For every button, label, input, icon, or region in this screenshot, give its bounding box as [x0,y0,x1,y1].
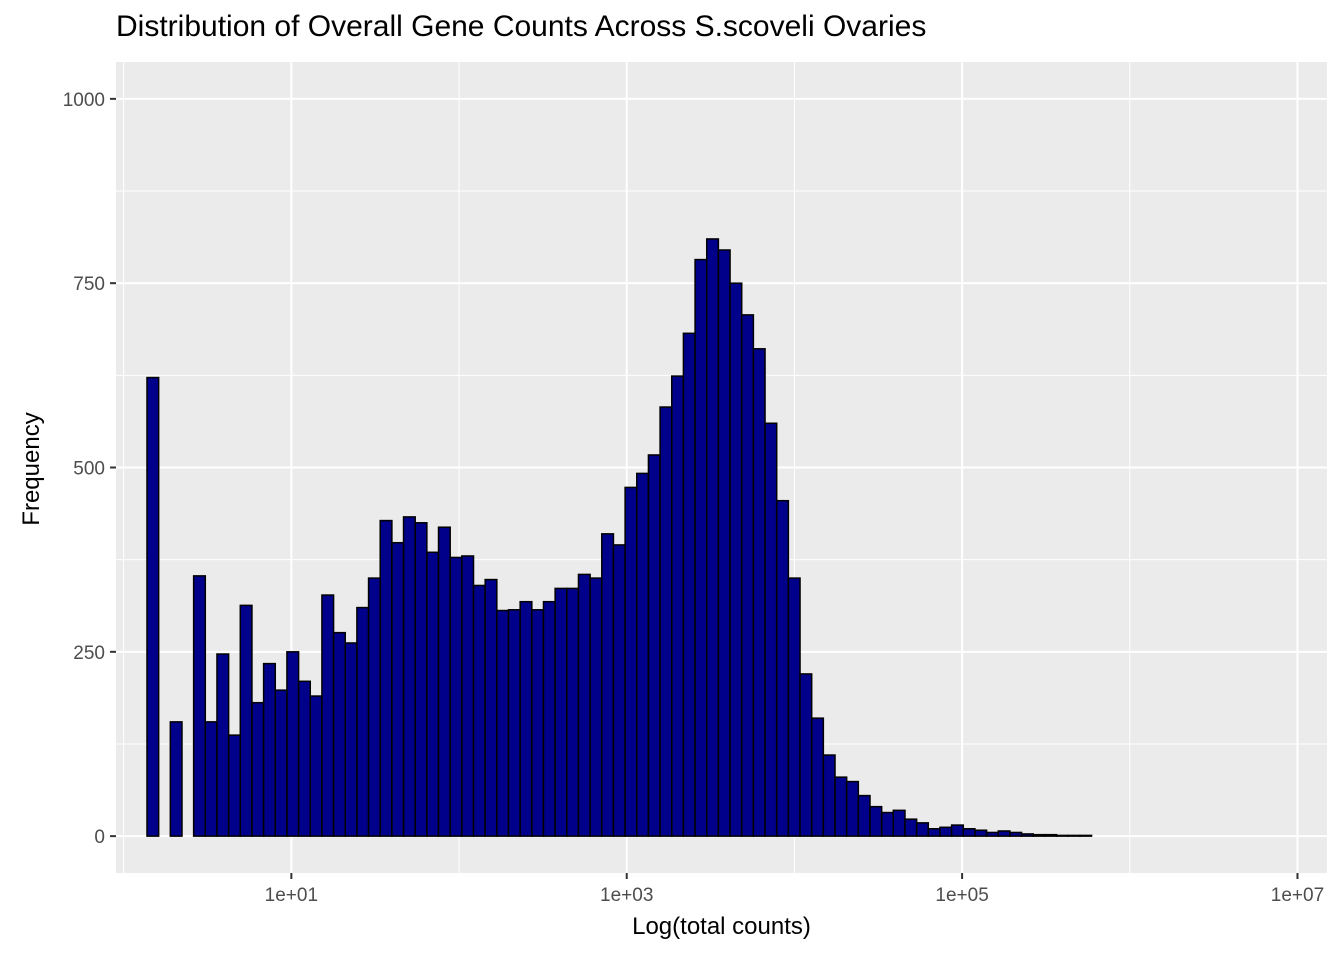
histogram-bar [356,606,370,837]
histogram-bar [775,499,790,837]
histogram-bar [764,422,778,837]
histogram-bar [705,238,720,837]
histogram-bar [484,578,498,837]
histogram-bar [845,780,860,837]
histogram-bar [927,828,941,837]
histogram-bar [437,526,451,837]
histogram-bar [810,717,825,837]
histogram-bar [344,642,358,837]
histogram-bar [449,556,463,837]
histogram-bar [939,826,953,837]
histogram-bar [472,584,486,837]
histogram-bar [752,348,766,837]
histogram-bar [531,609,545,837]
histogram-bar [251,701,265,837]
y-tick-label: 1000 [63,90,105,111]
histogram-bar [904,818,918,837]
histogram-bar [659,406,673,837]
histogram-bar [542,600,556,837]
histogram-bar [1032,833,1046,837]
histogram-bar [647,454,661,837]
histogram-bar [227,734,242,837]
histogram-bar [694,258,708,837]
x-tick-label: 1e+05 [935,885,988,906]
histogram-bar [869,805,883,837]
histogram-bar [799,673,813,837]
x-tick-label: 1e+07 [1271,885,1324,906]
histogram-bar [297,680,312,837]
histogram-bar [146,376,160,837]
histogram-bar [367,577,381,837]
histogram-bar [974,829,988,837]
histogram-bar [286,651,300,837]
histogram-bar [717,249,731,837]
histogram-bar [379,519,393,837]
histogram-bar [1055,834,1069,837]
axis-ticks: 0 250 500 750 1000 1e+01 1e+03 1e+05 1e+07 [63,90,1324,906]
histogram-bar [426,551,440,837]
x-tick-label: 1e+03 [600,885,653,906]
histogram-bar [332,631,346,837]
histogram-bar [192,575,207,837]
histogram-bar [671,375,685,837]
histogram-bar [391,541,405,837]
histogram-bar [636,472,650,837]
histogram-bar [880,811,895,837]
histogram-bar [740,314,755,837]
histogram-bar [612,544,626,837]
histogram-bar [496,609,510,837]
y-tick-label: 750 [73,274,105,295]
histogram-bar [274,689,288,837]
histogram-bar [997,830,1011,837]
histogram-bar [822,754,836,837]
histogram-bar [962,828,976,837]
histogram-bar [601,533,615,837]
histogram-bar [402,516,416,837]
histogram-bar [309,695,323,837]
histogram-bar [1044,833,1058,837]
histogram-bar [729,282,743,837]
histogram-bars [146,238,1093,837]
x-axis-label: Log(total counts) [632,913,811,940]
histogram-bar [507,609,521,837]
histogram-bar [239,604,253,837]
histogram-bar [1009,831,1023,837]
y-axis-label: Frequency [18,412,45,526]
histogram-bar [589,577,603,837]
histogram-bar [1020,833,1035,837]
histogram-bar [566,587,580,837]
y-tick-label: 0 [94,827,105,848]
histogram-bar [461,555,475,837]
histogram-bar [1079,834,1093,837]
histogram-bar [682,332,696,837]
histogram-bar [216,653,230,837]
histogram-bar [204,721,218,837]
histogram-bar [834,776,848,837]
histogram-bar [414,522,428,837]
histogram-bar [624,486,638,837]
histogram-bar [519,600,533,837]
histogram-bar [1067,834,1081,837]
histogram-bar [262,662,277,837]
histogram-bar [577,573,591,837]
x-tick-label: 1e+01 [265,885,318,906]
histogram-bar [892,809,906,837]
y-tick-label: 500 [73,459,105,480]
histogram-bar [985,831,1000,837]
histogram-bar [787,577,801,837]
histogram-bar [950,824,965,837]
histogram-bar [915,822,930,837]
chart-title: Distribution of Overall Gene Counts Acro… [116,10,927,43]
y-tick-label: 250 [73,643,105,664]
histogram-bar [554,587,568,837]
histogram-bar [321,594,335,837]
histogram-bar [169,721,183,837]
histogram-bar [857,794,871,837]
